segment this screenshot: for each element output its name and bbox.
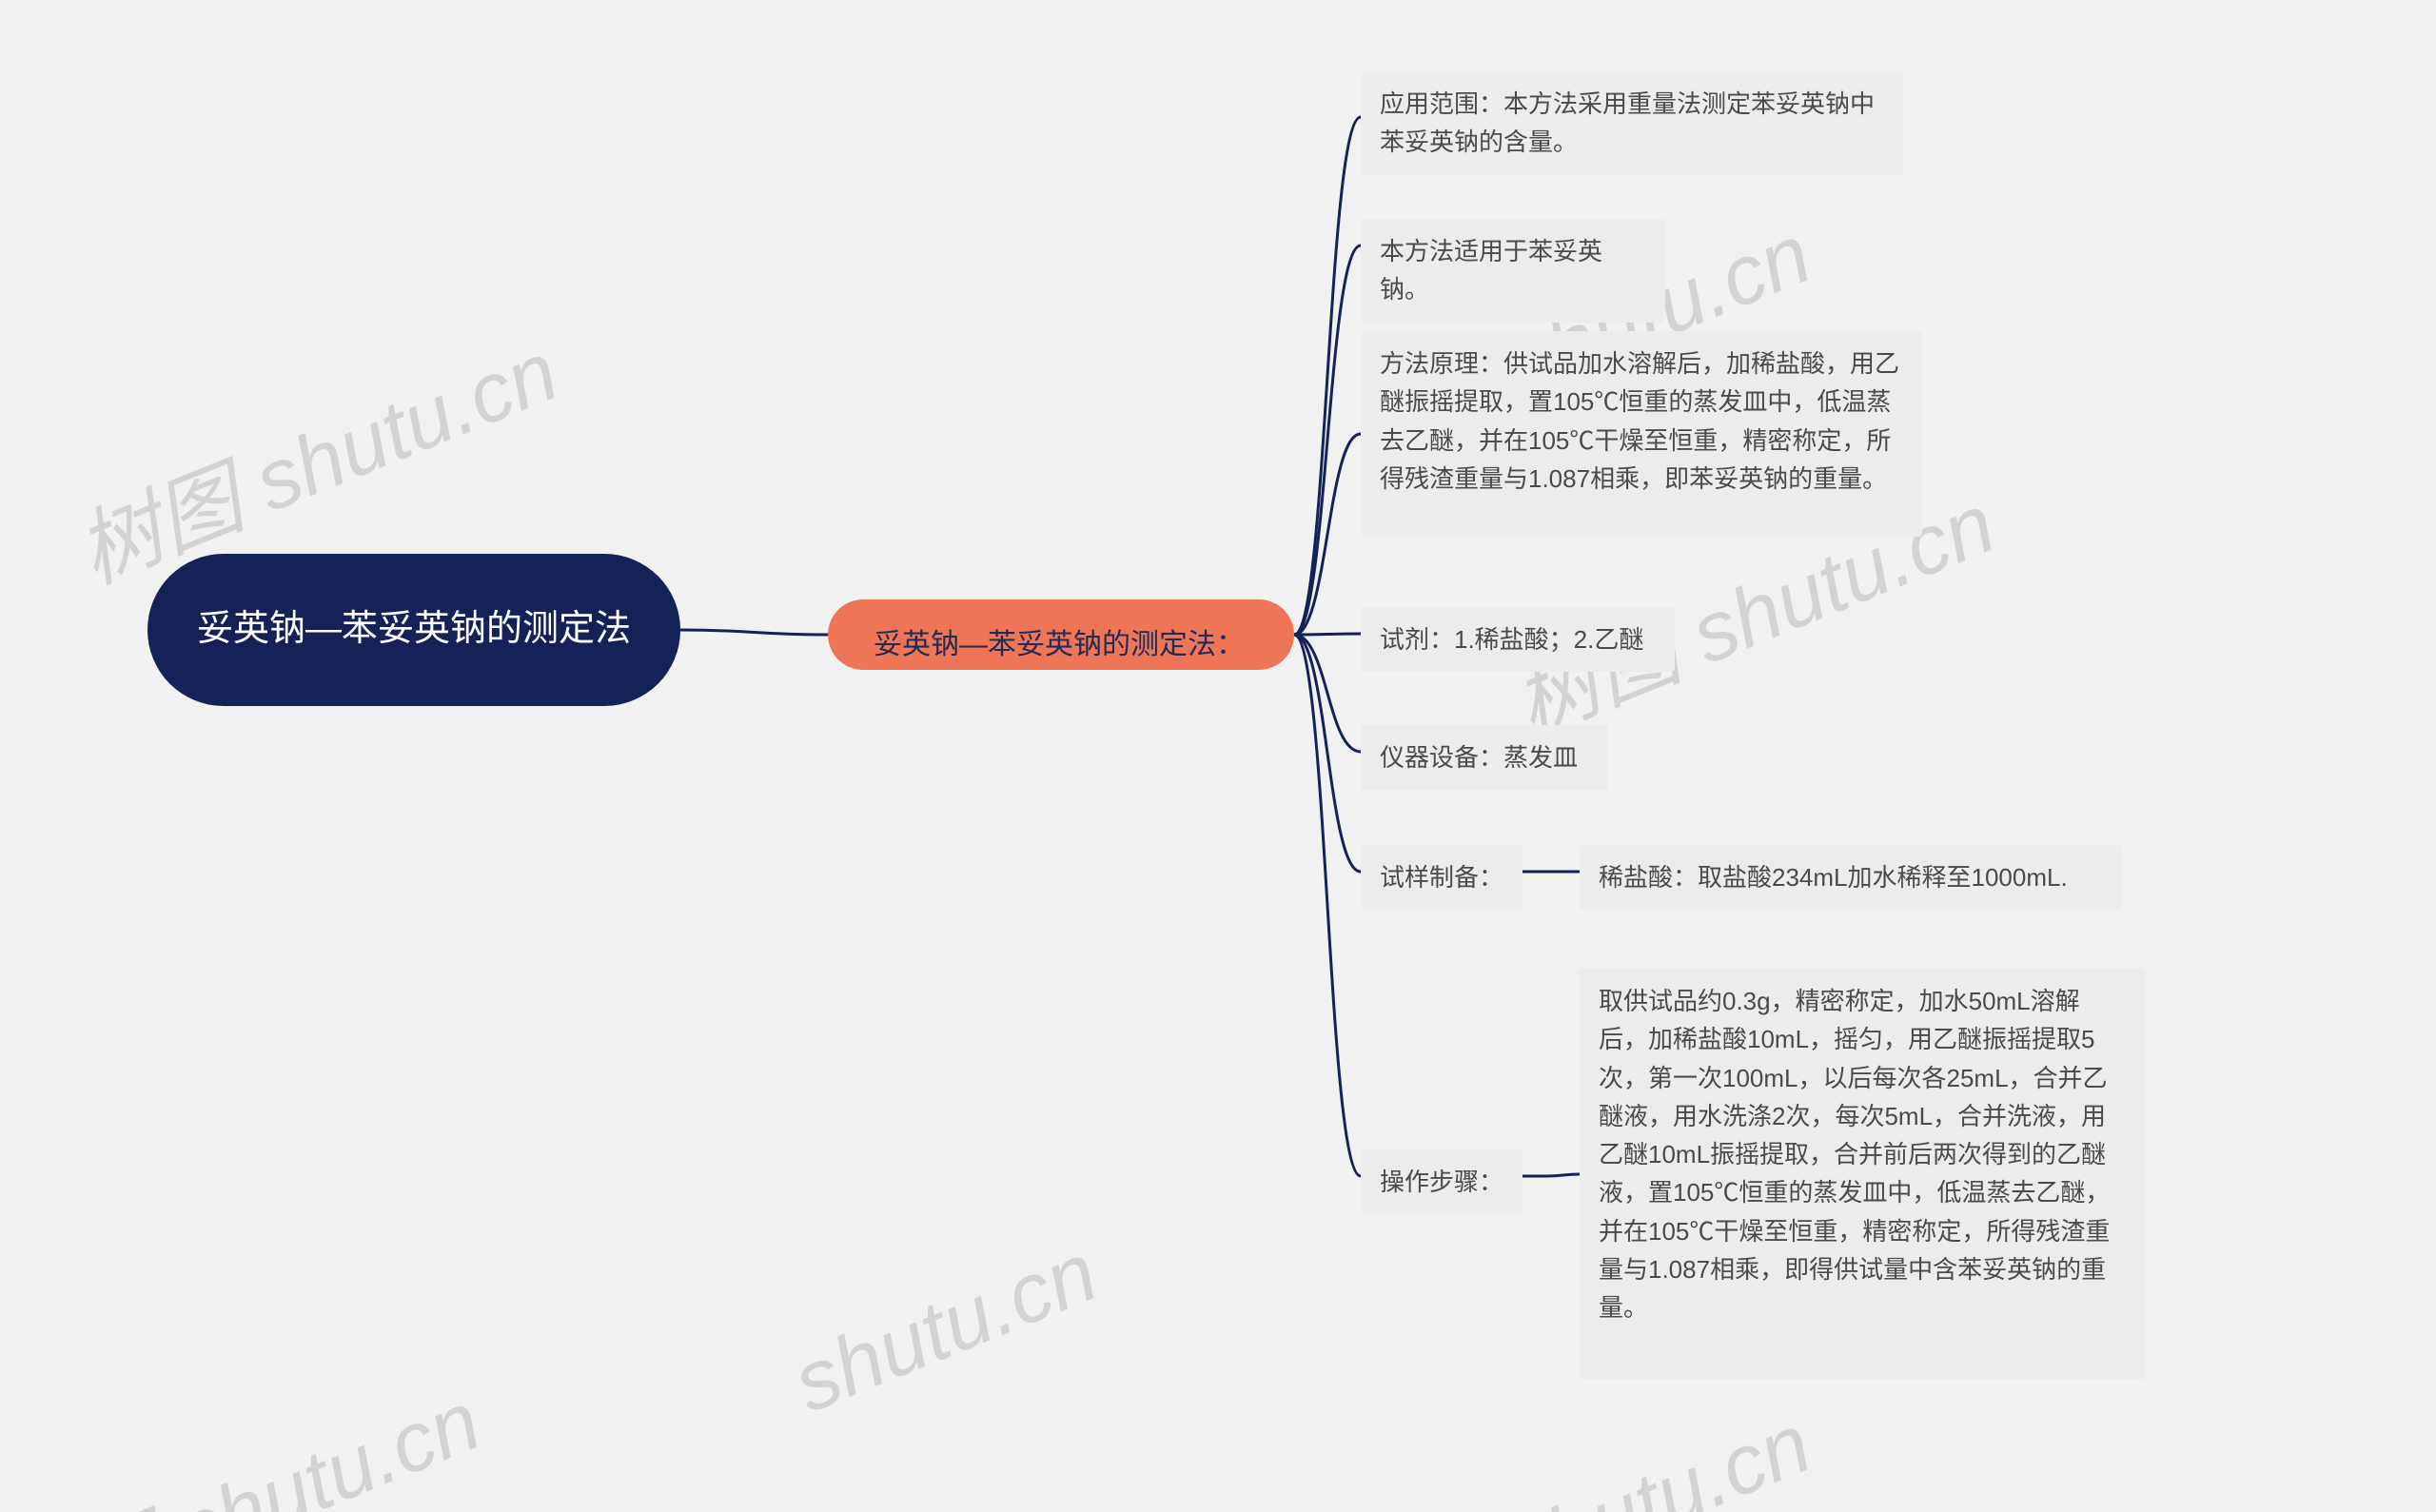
- watermark: 图 shutu.cn: [57, 1354, 495, 1512]
- leaf-procedure_detail: 取供试品约0.3g，精密称定，加水50mL溶解后，加稀盐酸10mL，摇匀，用乙醚…: [1580, 969, 2146, 1380]
- root-label: 妥英钠—苯妥英钠的测定法: [197, 604, 631, 655]
- leaf-reagents: 试剂：1.稀盐酸；2.乙醚: [1361, 607, 1675, 672]
- leaf-sample_prep: 试样制备：: [1361, 845, 1522, 910]
- branch-label: 妥英钠—苯妥英钠的测定法：: [874, 629, 1245, 660]
- root-node: 妥英钠—苯妥英钠的测定法: [147, 554, 680, 706]
- watermark: shutu.cn: [1494, 1394, 1824, 1512]
- leaf-scope: 应用范围：本方法采用重量法测定苯妥英钠中苯妥英钠的含量。: [1361, 71, 1903, 175]
- leaf-principle: 方法原理：供试品加水溶解后，加稀盐酸，用乙醚振摇提取，置105℃恒重的蒸发皿中，…: [1361, 331, 1922, 537]
- branch-node: 妥英钠—苯妥英钠的测定法：: [828, 599, 1294, 670]
- leaf-applicable: 本方法适用于苯妥英钠。: [1361, 219, 1665, 323]
- watermark: shutu.cn: [780, 1223, 1110, 1431]
- leaf-dilute_hcl: 稀盐酸：取盐酸234mL加水稀释至1000mL.: [1580, 845, 2122, 910]
- leaf-equipment: 仪器设备：蒸发皿: [1361, 725, 1608, 790]
- leaf-procedure: 操作步骤：: [1361, 1149, 1522, 1214]
